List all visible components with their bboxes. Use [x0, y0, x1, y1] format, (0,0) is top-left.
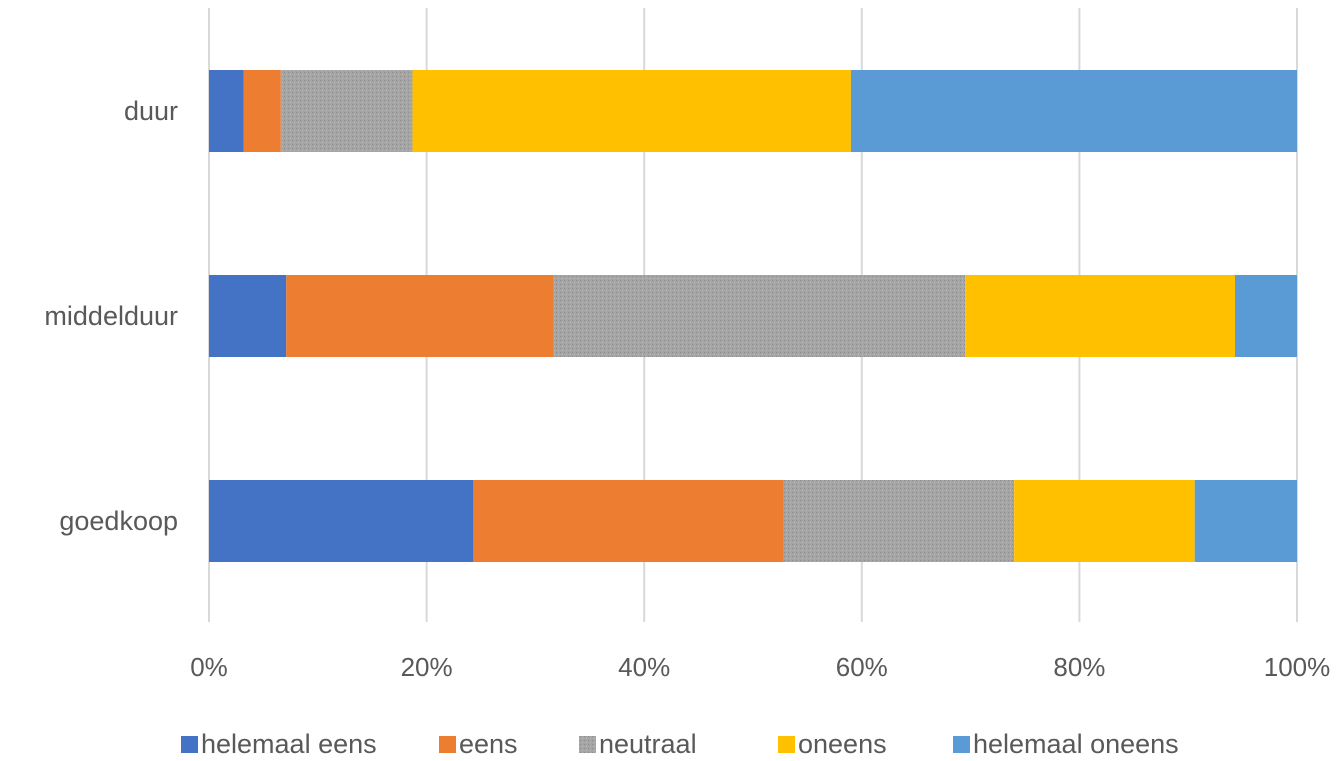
bar-segment-duur-oneens	[412, 70, 851, 152]
legend-swatch-helemaal-oneens	[953, 736, 970, 753]
legend-swatch-oneens	[778, 736, 795, 753]
bar-segment-goedkoop-helemaal-eens	[209, 480, 474, 562]
y-axis-labels: duur middelduur goedkoop	[44, 96, 178, 536]
bar-segment-middelduur-helemaal-oneens	[1234, 275, 1297, 357]
bar-segment-middelduur-helemaal-eens	[209, 275, 287, 357]
legend-label-eens: eens	[459, 729, 518, 759]
bar-segment-duur-helemaal-eens	[209, 70, 244, 152]
legend-label-neutraal: neutraal	[599, 729, 697, 759]
legend-swatch-helemaal-eens	[181, 736, 198, 753]
x-tick-label: 20%	[401, 652, 453, 682]
x-tick-label: 60%	[836, 652, 888, 682]
x-tick-label: 0%	[190, 652, 228, 682]
legend-label-helemaal-eens: helemaal eens	[201, 729, 377, 759]
y-tick-label-goedkoop: goedkoop	[59, 506, 178, 536]
legend-swatch-eens	[439, 736, 456, 753]
bar-segment-duur-eens	[243, 70, 281, 152]
bar-segment-goedkoop-oneens	[1014, 480, 1195, 562]
bar-segment-goedkoop-neutraal	[783, 480, 1015, 562]
bar-segment-middelduur-eens	[286, 275, 554, 357]
bar-segment-duur-helemaal-oneens	[850, 70, 1297, 152]
bar-segment-middelduur-neutraal	[553, 275, 966, 357]
legend: helemaal eens eens neutraal oneens helemaal …	[181, 729, 1179, 759]
bar-segment-duur-neutraal	[280, 70, 413, 152]
x-axis-labels: 0% 20% 40% 60% 80% 100%	[190, 652, 1330, 682]
legend-label-oneens: oneens	[798, 729, 887, 759]
bars	[209, 70, 1297, 562]
y-tick-label-duur: duur	[124, 96, 178, 126]
legend-swatch-neutraal	[579, 736, 596, 753]
x-tick-label: 80%	[1053, 652, 1105, 682]
bar-segment-middelduur-oneens	[965, 275, 1235, 357]
bar-segment-goedkoop-eens	[473, 480, 784, 562]
y-tick-label-middelduur: middelduur	[44, 301, 178, 331]
legend-label-helemaal-oneens: helemaal oneens	[973, 729, 1179, 759]
x-tick-label: 100%	[1264, 652, 1331, 682]
x-tick-label: 40%	[618, 652, 670, 682]
bar-segment-goedkoop-helemaal-oneens	[1194, 480, 1297, 562]
